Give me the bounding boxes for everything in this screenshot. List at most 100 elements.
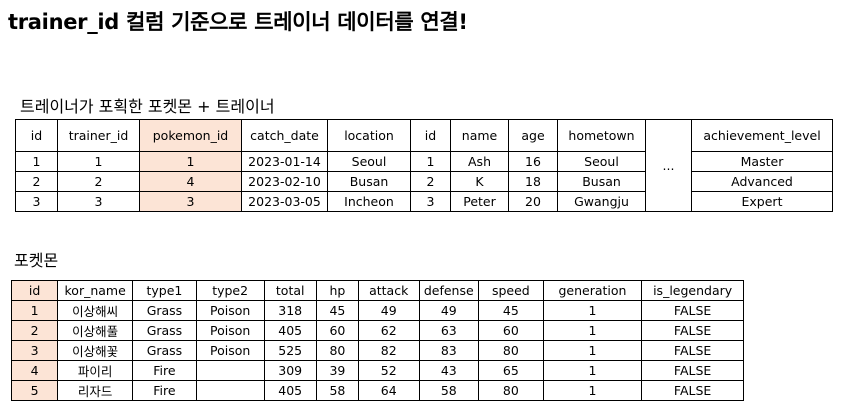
cell: 62: [357, 320, 420, 341]
cell: FALSE: [641, 360, 744, 381]
cell: FALSE: [641, 300, 744, 321]
cell: 65: [478, 360, 544, 381]
table-row: 2 이상해풀 Grass Poison 405 60 62 63 60 1 FA…: [10, 320, 744, 341]
page-heading: trainer_id 컬럼 기준으로 트레이너 데이터를 연결!: [8, 10, 468, 34]
cell: 20: [508, 191, 558, 212]
cell: 2: [57, 171, 140, 192]
cell: 이상해풀: [57, 320, 134, 341]
cell: 1: [57, 151, 140, 172]
cell: 1: [542, 360, 643, 381]
table-row: 3 3 3 2023-03-05 Incheon 3 Peter 20 Gwan…: [15, 191, 833, 212]
cell: 43: [418, 360, 480, 381]
cell: Grass: [132, 300, 197, 321]
cell-pokemon-id: 4: [139, 171, 242, 192]
cell: 45: [315, 300, 359, 321]
column-header: kor_name: [57, 280, 134, 301]
table-row: 5 리자드 Fire 405 58 64 58 80 1 FALSE: [10, 380, 744, 401]
column-header: speed: [478, 280, 544, 301]
cell: K: [450, 171, 509, 192]
column-header: is_legendary: [641, 280, 744, 301]
ellipsis-column: ...: [645, 119, 692, 212]
joined-table: id trainer_id pokemon_id catch_date loca…: [15, 119, 833, 212]
column-header: hp: [315, 280, 359, 301]
column-header: id: [410, 119, 451, 152]
pokemon-table-caption: 포켓몬: [14, 251, 59, 270]
column-header: catch_date: [241, 119, 328, 152]
cell: 3: [410, 191, 451, 212]
cell-id: 5: [10, 380, 59, 401]
cell: Grass: [132, 340, 197, 361]
column-header: achievement_level: [691, 119, 833, 152]
cell: FALSE: [641, 320, 744, 341]
cell: Expert: [691, 191, 833, 212]
cell: 16: [508, 151, 558, 172]
cell: Poison: [195, 340, 265, 361]
cell-id: 1: [10, 300, 59, 321]
cell: 405: [263, 380, 317, 401]
cell: 리자드: [57, 380, 134, 401]
cell-id: 4: [10, 360, 59, 381]
column-header: type2: [195, 280, 265, 301]
cell: [195, 380, 265, 401]
cell: 80: [478, 340, 544, 361]
cell-id: 2: [10, 320, 59, 341]
column-header: location: [327, 119, 411, 152]
column-header: id: [15, 119, 58, 152]
column-header: age: [508, 119, 558, 152]
cell: Fire: [132, 360, 197, 381]
column-header: name: [450, 119, 509, 152]
cell-pokemon-id: 1: [139, 151, 242, 172]
cell: 1: [542, 380, 643, 401]
cell: 1: [542, 320, 643, 341]
pokemon-table: id kor_name type1 type2 total hp attack …: [10, 280, 744, 401]
cell: 이상해꽃: [57, 340, 134, 361]
joined-table-header-row: id trainer_id pokemon_id catch_date loca…: [15, 119, 833, 212]
cell: 1: [542, 300, 643, 321]
cell: 2023-02-10: [241, 171, 328, 192]
cell: 525: [263, 340, 317, 361]
cell: 60: [315, 320, 359, 341]
cell: 1: [542, 340, 643, 361]
cell: 18: [508, 171, 558, 192]
column-header: trainer_id: [57, 119, 140, 152]
table-row: 4 파이리 Fire 309 39 52 43 65 1 FALSE: [10, 360, 744, 381]
cell: Master: [691, 151, 833, 172]
cell: 64: [357, 380, 420, 401]
cell: 49: [357, 300, 420, 321]
column-header: total: [263, 280, 317, 301]
cell: 83: [418, 340, 480, 361]
cell-pokemon-id: 3: [139, 191, 242, 212]
cell: 2023-03-05: [241, 191, 328, 212]
cell: 80: [478, 380, 544, 401]
cell: 2023-01-14: [241, 151, 328, 172]
cell: 60: [478, 320, 544, 341]
column-header: type1: [132, 280, 197, 301]
cell: Peter: [450, 191, 509, 212]
cell: 318: [263, 300, 317, 321]
cell: Fire: [132, 380, 197, 401]
cell: Busan: [557, 171, 646, 192]
cell: 2: [15, 171, 58, 192]
cell: 63: [418, 320, 480, 341]
table-row: 3 이상해꽃 Grass Poison 525 80 82 83 80 1 FA…: [10, 340, 744, 361]
table-row: 2 2 4 2023-02-10 Busan 2 K 18 Busan Adva…: [15, 171, 833, 192]
cell: 58: [315, 380, 359, 401]
column-header: attack: [357, 280, 420, 301]
cell: Seoul: [327, 151, 411, 172]
cell: FALSE: [641, 380, 744, 401]
cell: Grass: [132, 320, 197, 341]
column-header: hometown: [557, 119, 646, 152]
cell: Busan: [327, 171, 411, 192]
cell: 3: [57, 191, 140, 212]
cell: 3: [15, 191, 58, 212]
pokemon-table-header-row: id kor_name type1 type2 total hp attack …: [10, 280, 744, 301]
cell: 309: [263, 360, 317, 381]
cell: Ash: [450, 151, 509, 172]
cell: Advanced: [691, 171, 833, 192]
cell: Incheon: [327, 191, 411, 212]
cell: FALSE: [641, 340, 744, 361]
cell: Poison: [195, 300, 265, 321]
cell: 52: [357, 360, 420, 381]
cell: 80: [315, 340, 359, 361]
cell: 이상해씨: [57, 300, 134, 321]
